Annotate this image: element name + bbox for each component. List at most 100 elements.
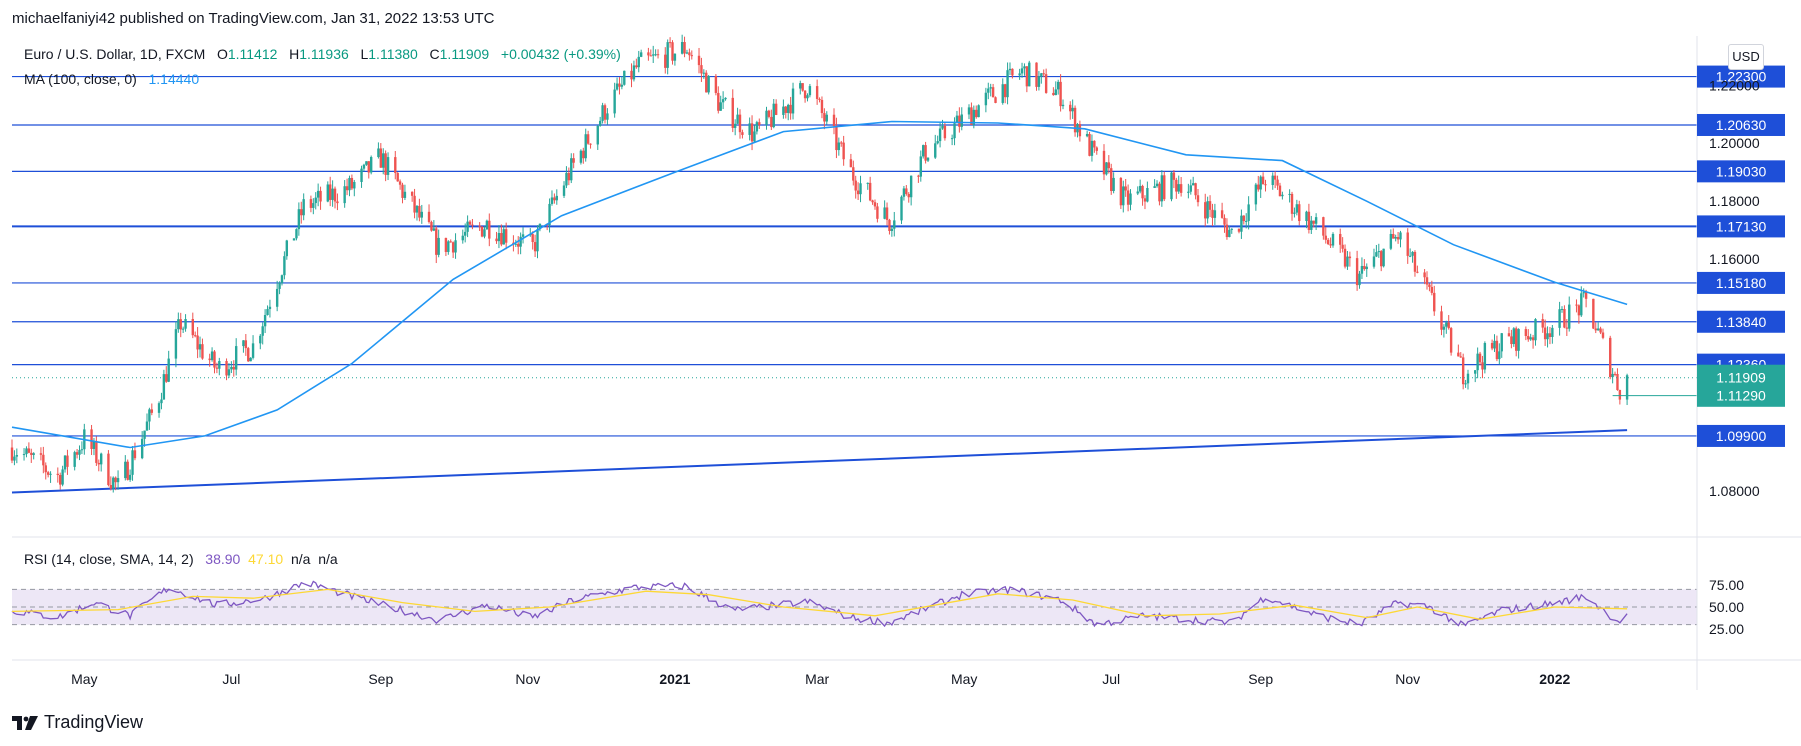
candle-body <box>1461 357 1465 385</box>
candle-body <box>1225 224 1229 238</box>
candle-body <box>1293 212 1296 214</box>
candle-body <box>328 184 332 200</box>
candle-body <box>656 54 660 56</box>
price-axis-tick: 1.18000 <box>1709 193 1760 209</box>
candle-body <box>1259 176 1262 190</box>
candle-body <box>384 153 387 175</box>
candle-body <box>1493 340 1496 349</box>
rsi-axis-tick: 75.00 <box>1709 577 1744 593</box>
candle-body <box>148 409 151 422</box>
candle-body <box>690 55 693 57</box>
candle-body <box>268 306 272 310</box>
candle-body <box>1025 66 1029 87</box>
candle-body <box>736 114 739 124</box>
candle-body <box>1512 328 1515 345</box>
candle-body <box>112 477 115 489</box>
ohlc-close-label: C <box>429 46 440 62</box>
candle-body <box>1008 68 1012 71</box>
candle-body <box>1044 74 1048 93</box>
currency-button[interactable]: USD <box>1728 44 1764 70</box>
candle-body <box>664 54 667 68</box>
ohlc-open-value: 1.11412 <box>227 46 278 62</box>
candle-body <box>596 125 599 145</box>
candle-body <box>1278 185 1282 197</box>
candle-body <box>1459 356 1462 358</box>
candle-body <box>1020 68 1024 74</box>
level-label-bg <box>1697 271 1785 294</box>
level-label-bg <box>1697 160 1785 183</box>
candle-body <box>871 200 874 203</box>
candle-body <box>680 42 684 54</box>
candle-body <box>885 207 889 220</box>
candle-body <box>719 102 722 111</box>
candle-body <box>1618 389 1622 400</box>
candle-body <box>165 374 168 382</box>
candle-body <box>97 462 100 465</box>
candle-body <box>707 75 710 93</box>
candle-body <box>977 105 980 118</box>
candle-body <box>1271 175 1274 186</box>
candle-body <box>15 455 19 457</box>
candle-body <box>326 184 329 202</box>
candle-body <box>1124 186 1127 191</box>
candle-body <box>738 114 742 133</box>
candle-body <box>991 87 995 98</box>
candle-body <box>1457 352 1460 357</box>
candle-body <box>44 465 47 473</box>
candle-body <box>345 186 349 191</box>
ma-label[interactable]: MA (100, close, 0) <box>24 71 137 87</box>
candle-body <box>1054 89 1057 96</box>
candle-body <box>302 199 305 216</box>
candle-body <box>873 202 877 207</box>
candle-body <box>953 123 956 139</box>
candle-body <box>1524 329 1528 336</box>
candle-body <box>584 134 587 159</box>
candle-body <box>984 92 988 106</box>
candle-body <box>263 314 267 327</box>
candle-body <box>1295 204 1299 213</box>
candle-body <box>157 403 161 413</box>
candle-body <box>1517 329 1520 351</box>
candle-body <box>987 88 990 93</box>
candle-body <box>78 450 81 455</box>
candle-body <box>567 172 571 181</box>
candle-body <box>42 454 45 466</box>
level-label: 1.15180 <box>1716 275 1767 291</box>
candle-body <box>950 138 954 140</box>
candle-body <box>1307 211 1311 230</box>
level-label-bg <box>1697 65 1785 88</box>
candle-body <box>531 234 534 243</box>
tradingview-logo[interactable]: TradingView <box>12 712 143 733</box>
candle-body <box>403 191 407 198</box>
price-change: +0.00432 (+0.39%) <box>500 46 621 62</box>
candle-body <box>1023 66 1026 69</box>
ohlc-high-label: H <box>289 46 300 62</box>
candle-body <box>124 461 127 479</box>
candle-body <box>201 344 204 359</box>
candle-body <box>1343 248 1347 267</box>
candle-body <box>468 221 472 225</box>
candle-body <box>705 72 708 93</box>
candle-body <box>1170 172 1173 200</box>
ohlc-low-label: L <box>360 46 369 62</box>
candle-body <box>958 115 961 127</box>
candle-body <box>22 454 26 456</box>
candle-body <box>427 211 431 222</box>
symbol-name[interactable]: Euro / U.S. Dollar, 1D, FXCM <box>24 46 206 62</box>
candle-body <box>671 42 674 61</box>
candle-body <box>497 233 501 242</box>
candle-body <box>1478 353 1482 363</box>
candle-body <box>116 478 120 483</box>
candle-body <box>654 54 657 56</box>
candle-body <box>536 229 539 252</box>
candle-body <box>936 141 939 144</box>
candle-body <box>553 197 556 201</box>
candle-body <box>285 240 289 257</box>
candle-body <box>582 150 585 159</box>
candle-body <box>1500 333 1503 352</box>
candle-body <box>765 110 768 125</box>
candle-body <box>46 472 50 475</box>
ma-value: 1.14440 <box>148 71 200 87</box>
rsi-label[interactable]: RSI (14, close, SMA, 14, 2) <box>24 551 194 567</box>
